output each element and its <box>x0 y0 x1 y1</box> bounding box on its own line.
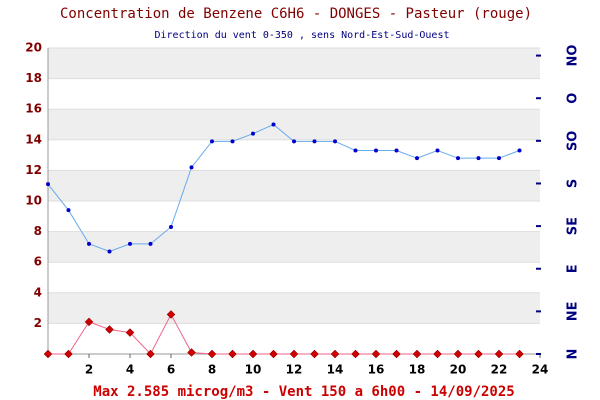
point <box>310 349 319 359</box>
x-tick-label: 18 <box>409 363 426 377</box>
point <box>46 182 50 187</box>
point <box>371 349 381 359</box>
point <box>415 156 419 161</box>
point <box>333 139 337 144</box>
chart-subtitle: Direction du vent 0-350 , sens Nord-Est-… <box>154 30 449 41</box>
y2-tick-label: NE <box>566 301 581 321</box>
point <box>87 241 91 246</box>
x-tick-label: 12 <box>286 363 303 377</box>
y2-tick-label: SE <box>566 217 581 235</box>
point <box>146 349 155 359</box>
point <box>43 349 53 359</box>
chart-title: Concentration de Benzene C6H6 - DONGES -… <box>60 6 532 22</box>
x-tick-label: 4 <box>126 363 134 377</box>
point <box>497 156 501 161</box>
point <box>169 225 173 230</box>
point <box>271 122 276 127</box>
y2-tick-label: S <box>566 179 581 188</box>
y-tick-label: 2 <box>34 316 42 330</box>
y-tick-label: 6 <box>34 255 42 269</box>
point <box>330 349 340 359</box>
series-line <box>47 123 520 253</box>
y-tick-label: 12 <box>25 163 42 177</box>
plot-band <box>48 292 540 324</box>
point <box>251 131 255 136</box>
plot-band <box>48 231 540 263</box>
plot-band <box>48 48 540 79</box>
plot-band <box>48 139 540 171</box>
y2-tick-label: NO <box>566 45 581 67</box>
plot-band <box>48 109 540 140</box>
plot-band <box>48 201 540 232</box>
point <box>476 156 481 161</box>
point <box>433 349 442 359</box>
point <box>515 349 524 359</box>
x-tick-label: 2 <box>85 363 93 377</box>
point <box>64 349 73 359</box>
point <box>412 349 422 359</box>
x-tick-label: 8 <box>208 363 216 377</box>
point <box>353 148 358 153</box>
point <box>230 139 235 144</box>
point <box>435 148 440 153</box>
x-tick-label: 14 <box>327 363 344 377</box>
y2-tick-label: O <box>566 93 581 104</box>
y2-tick-label: SO <box>566 131 581 151</box>
y-tick-label: 16 <box>25 102 42 116</box>
point <box>210 139 214 144</box>
y-tick-label: 8 <box>34 224 42 238</box>
point <box>392 349 401 359</box>
point <box>105 325 114 334</box>
point <box>269 349 278 359</box>
y2-tick-label: N <box>566 349 581 360</box>
y-tick-label: 4 <box>34 285 42 299</box>
point <box>394 148 399 153</box>
chart-footer: Max 2.585 microg/m3 - Vent 150 a 6h00 - … <box>93 384 514 400</box>
y-tick-label: 10 <box>25 194 42 208</box>
x-tick-label: 16 <box>368 363 385 377</box>
point <box>189 165 194 170</box>
point <box>248 349 258 359</box>
point <box>107 249 112 254</box>
point <box>207 349 217 359</box>
point <box>125 328 135 337</box>
point <box>148 241 153 246</box>
point <box>128 241 132 246</box>
plot-band <box>48 170 540 201</box>
point <box>474 349 483 359</box>
point <box>292 139 296 144</box>
point <box>517 148 522 153</box>
point <box>456 156 460 161</box>
point <box>312 139 317 144</box>
x-tick-label: 22 <box>491 363 508 377</box>
x-tick-label: 20 <box>450 363 467 377</box>
plot-band <box>48 78 540 110</box>
x-tick-label: 24 <box>532 363 549 377</box>
y2-tick-label: E <box>566 264 581 273</box>
point <box>84 317 94 327</box>
x-tick-label: 10 <box>245 363 262 377</box>
y-tick-label: 14 <box>25 132 42 146</box>
point <box>494 349 504 359</box>
x-tick-label: 6 <box>167 363 175 377</box>
point <box>351 349 360 359</box>
y-tick-label: 18 <box>25 71 42 85</box>
point <box>228 349 237 359</box>
point <box>187 348 196 357</box>
plot-band <box>48 262 540 293</box>
point <box>289 349 299 359</box>
plot-band <box>48 323 540 354</box>
point <box>166 310 176 319</box>
y-tick-label: 20 <box>25 41 42 55</box>
point <box>453 349 463 359</box>
point <box>66 208 71 213</box>
point <box>374 148 378 153</box>
